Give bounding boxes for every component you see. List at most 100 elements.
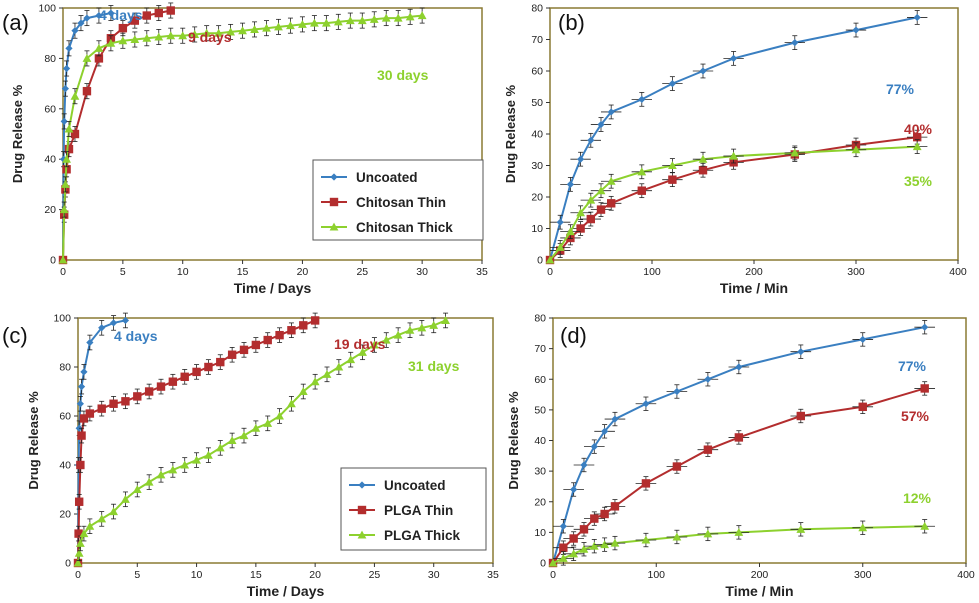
data-point: [913, 13, 921, 22]
legend-swatch-marker: [330, 173, 338, 181]
data-point: [214, 28, 224, 37]
data-point: [85, 409, 95, 418]
annotation-label: 77%: [886, 81, 915, 97]
data-point: [668, 161, 677, 170]
x-axis-title: Time / Days: [234, 280, 312, 296]
data-point: [109, 319, 118, 327]
data-point: [704, 375, 712, 383]
data-point: [239, 345, 249, 355]
x-axis-title: Time / Days: [247, 583, 325, 599]
y-tick-label: 20: [534, 496, 546, 508]
data-point: [250, 25, 259, 33]
x-tick-label: 20: [309, 569, 321, 581]
data-point: [590, 514, 599, 523]
data-point: [299, 321, 308, 330]
x-tick-label: 0: [550, 569, 556, 581]
data-point: [611, 415, 619, 423]
panel-label: (c): [2, 323, 28, 348]
x-tick-label: 5: [134, 569, 140, 581]
data-point: [142, 33, 152, 42]
data-point: [642, 400, 650, 408]
data-point: [192, 455, 201, 464]
data-point: [74, 548, 84, 557]
x-tick-label: 100: [647, 569, 665, 581]
legend: Uncoated PLGA Thin PLGA Thick: [340, 467, 487, 551]
data-point: [579, 544, 589, 553]
data-point: [579, 525, 589, 534]
data-point: [79, 529, 89, 538]
series-line: [549, 145, 918, 261]
x-tick-label: 100: [643, 266, 661, 278]
y-axis-title: Drug Release %: [10, 84, 25, 183]
data-point: [75, 539, 85, 547]
series-plga-thick: [548, 519, 936, 567]
data-point: [730, 54, 738, 62]
y-tick-label: 0: [537, 255, 543, 267]
data-point: [796, 524, 806, 533]
panel-label: (d): [560, 323, 587, 348]
data-point: [109, 507, 118, 516]
data-point: [274, 22, 283, 31]
data-point: [121, 316, 130, 325]
x-tick-label: 0: [75, 569, 81, 581]
data-point: [262, 23, 271, 32]
data-point: [703, 529, 713, 538]
data-point: [607, 199, 616, 208]
annotation-label: 30 days: [377, 67, 429, 83]
data-point: [405, 325, 415, 334]
data-point: [216, 357, 225, 367]
data-point: [558, 554, 568, 562]
data-point: [346, 355, 356, 364]
data-point: [130, 16, 140, 25]
data-point: [287, 326, 296, 335]
x-tick-label: 200: [745, 266, 763, 278]
data-point: [156, 382, 166, 391]
data-point: [275, 411, 284, 420]
data-point: [920, 384, 929, 393]
data-point: [180, 460, 190, 469]
panel-label: (b): [558, 10, 585, 35]
data-point: [601, 427, 609, 435]
data-point: [596, 205, 606, 214]
series-plga-thick: [73, 312, 450, 567]
y-tick-label: 40: [531, 129, 543, 141]
y-axis-title: Drug Release %: [26, 391, 41, 490]
data-point: [600, 509, 609, 519]
data-point: [144, 387, 154, 396]
data-point: [130, 35, 140, 44]
data-point: [322, 369, 332, 378]
data-point: [586, 195, 596, 204]
data-point: [60, 117, 68, 125]
data-point: [921, 323, 929, 331]
data-point: [576, 224, 585, 233]
y-tick-label: 70: [531, 34, 543, 46]
x-tick-label: 25: [356, 266, 368, 278]
data-point: [920, 521, 930, 530]
y-tick-label: 50: [534, 404, 546, 416]
x-tick-label: 30: [416, 266, 428, 278]
data-point: [82, 54, 92, 62]
y-tick-label: 50: [531, 97, 543, 109]
y-tick-label: 10: [531, 223, 543, 235]
data-point: [287, 399, 296, 408]
y-tick-label: 80: [59, 362, 71, 374]
data-point: [580, 461, 588, 469]
series-uncoated: [549, 320, 936, 567]
y-tick-label: 0: [50, 255, 56, 267]
data-point: [121, 397, 130, 406]
data-point: [59, 205, 69, 214]
y-tick-label: 30: [531, 160, 543, 172]
panel-d: 0 100 200 300 400 0 10 20 30 40 50 60 70 80 Time / Min…: [506, 313, 975, 600]
data-point: [569, 549, 579, 558]
data-point: [405, 12, 415, 21]
x-tick-label: 300: [847, 266, 865, 278]
data-point: [698, 154, 708, 163]
legend-swatch-marker: [357, 530, 367, 539]
annotation-label: 31 days: [408, 358, 460, 374]
data-point: [98, 324, 106, 332]
data-point: [168, 377, 178, 386]
data-point: [60, 180, 70, 188]
x-tick-label: 20: [297, 266, 309, 278]
data-point: [79, 414, 89, 423]
data-point: [95, 11, 103, 20]
